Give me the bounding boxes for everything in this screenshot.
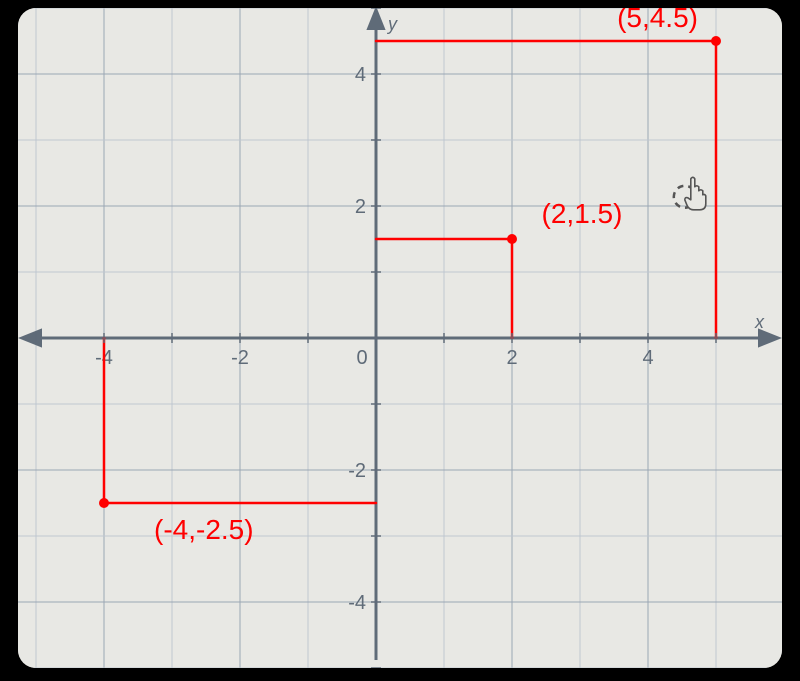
plotted-point <box>99 498 109 508</box>
graph-photo-frame: yx-4-202442-2-4(5,4.5)(2,1.5)(-4,-2.5) <box>18 8 782 668</box>
plotted-point <box>507 234 517 244</box>
plotted-point <box>711 36 721 46</box>
coordinate-graph: yx-4-202442-2-4(5,4.5)(2,1.5)(-4,-2.5) <box>18 8 782 668</box>
